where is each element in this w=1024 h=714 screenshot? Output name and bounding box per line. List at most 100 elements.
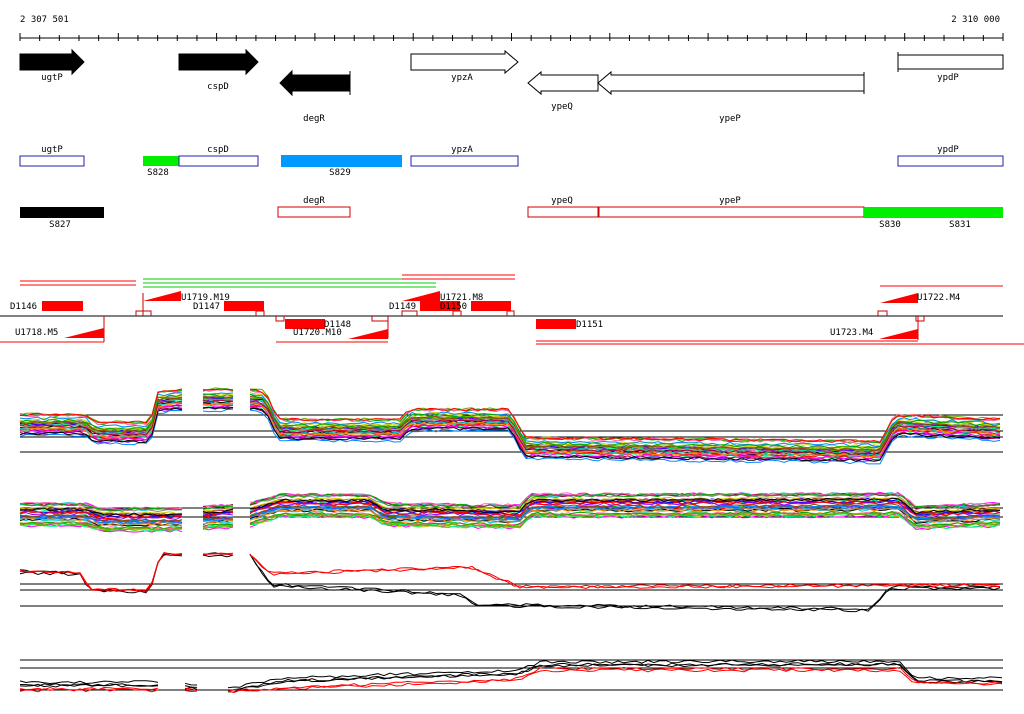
segment-S828[interactable] [143,156,179,166]
segment-label-S828: S828 [147,168,169,178]
profile-trace [202,400,234,404]
segment-track-plus: ugtP S828 cspD S829 ypzA ypdP [19,145,1004,178]
d-features: D1146 D1147 D1148 D1149 D1150 D1151 [10,301,603,330]
profile-trace [202,393,234,398]
gene-arrow-ypzA[interactable] [410,49,519,75]
d-feature-D1151[interactable] [536,319,576,329]
profile-panel-3-red [19,552,1001,593]
gene-arrow-track [19,48,1004,97]
segment-S830-S831[interactable] [864,207,1003,218]
u-feature-U1720[interactable] [348,329,388,339]
plus-gene-label-cspD: cspD [207,145,229,155]
minus-gene-label-degR: degR [303,196,325,206]
profile-trace [249,554,1001,613]
transcript-lines-upper [20,274,1003,288]
d-feature-D1146[interactable] [42,301,83,311]
profile-trace [202,513,234,517]
minus-gene-label-ypeQ: ypeQ [551,196,573,206]
ruler-ticks [19,33,1004,41]
profile-trace [202,524,234,530]
profile-trace [19,510,183,520]
minus-gene-box-ypeQ[interactable] [527,206,599,218]
d-feature-D1147[interactable] [224,301,264,311]
profile-trace [249,500,1001,517]
segment-S827[interactable] [20,207,104,218]
u-feature-U1723[interactable] [879,329,918,339]
d-label-D1149: D1149 [389,302,416,312]
profile-trace [19,502,183,512]
plus-gene-box-cspD[interactable] [178,155,259,167]
profile-trace [249,503,1001,520]
profile-trace [249,402,1001,458]
gene-arrow-ypdP[interactable] [897,54,1004,70]
profile-trace [202,554,234,558]
feature-track: D1146 D1147 D1148 D1149 D1150 D1151 U171… [0,274,1024,345]
profile-trace [19,388,183,424]
profile-trace [19,400,183,436]
gene-label-ypzA: ypzA [451,73,473,83]
u-feature-U1722[interactable] [880,293,918,303]
profile-trace [19,521,183,530]
profile-trace [202,523,234,527]
profile-trace [249,554,1001,590]
d-feature-D1150[interactable] [471,301,511,311]
profile-trace [249,506,1001,523]
profile-trace [19,553,183,594]
minus-gene-box-ypeP[interactable] [598,206,865,218]
profile-trace [227,662,1003,692]
profile-trace [202,518,234,523]
d-feature-D1149[interactable] [420,301,460,311]
plus-gene-box-ugtP[interactable] [19,155,85,167]
u-feature-U1719[interactable] [143,291,181,301]
profile-trace [202,406,234,410]
u-feature-U1718[interactable] [64,328,104,338]
profile-trace [249,388,1001,444]
transcript-lines-lower [0,340,1024,345]
u-feature-U1721[interactable] [402,291,440,301]
gene-label-ypeQ: ypeQ [551,102,573,112]
profile-trace [202,518,234,522]
profile-trace [227,662,1003,693]
profile-trace [202,399,234,403]
gene-arrow-ypeQ[interactable] [527,70,599,96]
profile-trace [249,392,1001,448]
profile-trace [184,687,198,692]
expression-profiles [19,387,1003,694]
u-label-U1720: U1720.M10 [293,328,342,338]
profile-trace [249,406,1001,462]
u-label-U1721: U1721.M8 [440,293,483,303]
profile-trace [249,553,1001,611]
profile-trace [202,388,234,391]
profile-trace [19,407,183,444]
profile-trace [184,690,198,693]
plus-gene-box-ypzA[interactable] [410,155,519,167]
d-feature-D1148[interactable] [285,319,325,329]
segment-label-S830: S830 [879,220,901,230]
profile-trace [202,508,234,514]
coordinate-ruler: 2 307 501 2 310 000 [19,15,1004,41]
gene-arrow-cspD[interactable] [178,48,259,76]
profile-trace [202,396,234,398]
d-label-D1147: D1147 [193,302,220,312]
gene-arrow-ugtP[interactable] [19,48,85,76]
gene-arrow-degR[interactable] [279,69,351,97]
profile-trace [19,523,183,532]
plus-gene-box-ypdP[interactable] [897,155,1004,167]
profile-trace [202,508,234,512]
gene-label-ypdP: ypdP [937,73,959,83]
segment-track-minus: S827 degR ypeQ ypeP S830 S831 [20,196,1003,230]
d-label-D1148: D1148 [324,320,351,330]
profile-trace [202,511,234,518]
profile-panel-4-red [19,666,1003,694]
profile-trace [249,554,1001,589]
minus-gene-box-degR[interactable] [277,206,351,218]
gene-arrow-ypeP[interactable] [597,70,865,96]
profile-trace [249,393,1001,448]
gene-label-degR: degR [303,114,325,124]
segment-label-S829: S829 [329,168,351,178]
profile-trace [202,505,234,510]
segment-S829[interactable] [281,155,402,167]
profile-trace [249,407,1001,462]
profile-trace [19,680,159,685]
